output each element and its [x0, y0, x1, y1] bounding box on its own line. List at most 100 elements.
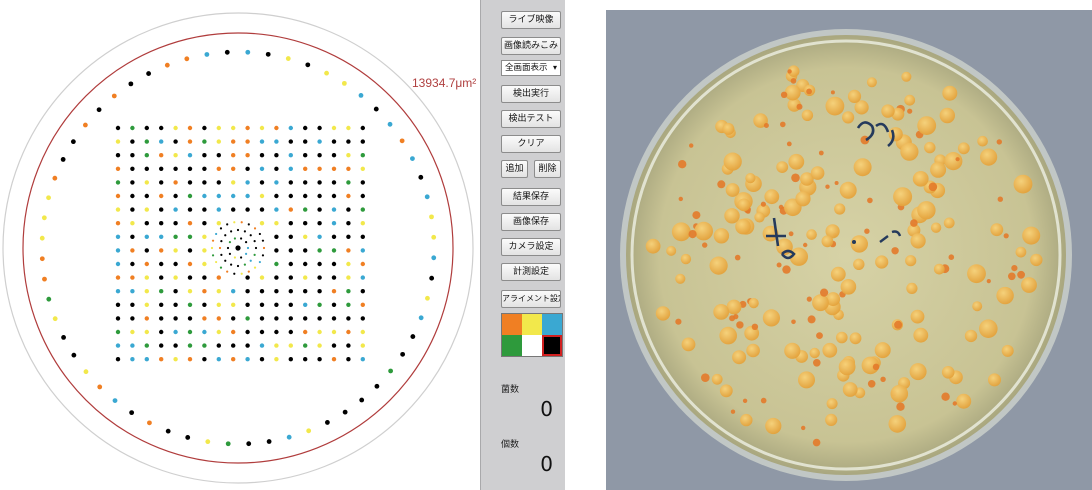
display-mode-value: 全画面表示	[505, 63, 548, 73]
outer-dish-circle	[2, 12, 474, 484]
detection-dot	[187, 343, 193, 348]
detection-dot	[173, 125, 178, 131]
detection-dot	[226, 270, 229, 273]
detection-dot	[187, 316, 193, 321]
detection-dot	[173, 234, 178, 239]
colony	[788, 153, 805, 170]
colony	[803, 242, 808, 248]
colony	[1017, 270, 1025, 279]
detection-dot	[374, 383, 380, 389]
live-video-button[interactable]: ライブ映像	[501, 11, 561, 29]
detection-dot	[317, 261, 322, 267]
detection-dot	[187, 329, 193, 335]
detection-dot	[303, 329, 308, 335]
detection-dot	[259, 193, 265, 199]
detection-dot	[144, 234, 149, 239]
detection-dot	[317, 289, 322, 294]
detection-dot	[215, 232, 218, 236]
detection-dot	[173, 357, 178, 362]
detection-dot	[39, 256, 45, 262]
detection-dot	[259, 357, 265, 362]
save-results-button[interactable]: 結果保存	[501, 188, 561, 206]
colony	[890, 384, 909, 403]
detection-dot	[331, 357, 337, 362]
detection-dot	[360, 193, 365, 199]
detection-dot	[147, 420, 152, 426]
detection-dot	[187, 289, 193, 294]
detection-dot	[115, 234, 121, 239]
detection-dot	[130, 221, 135, 226]
camera-settings-button[interactable]: カメラ設定	[501, 238, 561, 256]
color-swatch[interactable]	[542, 314, 562, 335]
colony	[784, 84, 801, 101]
color-swatch[interactable]	[522, 335, 542, 356]
colony	[796, 103, 803, 110]
detection-dot	[341, 80, 347, 86]
detection-dot	[239, 237, 243, 240]
colony	[891, 247, 899, 255]
detection-dot	[216, 302, 221, 307]
colony	[717, 180, 726, 189]
detection-dot	[245, 275, 250, 280]
detection-dot	[187, 139, 193, 144]
detection-dot	[144, 207, 149, 212]
colony	[826, 292, 841, 307]
detection-dot	[231, 329, 236, 335]
detection-dot	[211, 254, 215, 257]
detection-dot	[239, 256, 243, 259]
colony	[838, 358, 856, 376]
detect-test-button[interactable]: 検出テスト	[501, 110, 561, 128]
detection-dot	[159, 357, 164, 362]
save-image-button[interactable]: 画像保存	[501, 213, 561, 231]
display-mode-select[interactable]: 全画面表示 ▾	[501, 60, 561, 76]
alignment-settings-button[interactable]: アライメント設定	[501, 290, 561, 308]
colony	[900, 142, 919, 161]
detection-dot	[324, 420, 330, 425]
colony	[847, 89, 862, 103]
detect-run-button[interactable]: 検出実行	[501, 85, 561, 103]
detection-dot	[418, 315, 424, 321]
detection-dot	[159, 289, 164, 294]
detection-dot	[285, 56, 291, 61]
colony	[689, 143, 694, 148]
colony	[702, 242, 708, 248]
color-swatch[interactable]	[502, 335, 522, 356]
handwritten-marking	[856, 121, 895, 148]
detection-dot	[173, 180, 178, 185]
colony	[888, 127, 903, 142]
detection-dot	[259, 180, 265, 185]
detection-dot	[202, 302, 207, 307]
measure-settings-button[interactable]: 計測設定	[501, 263, 561, 281]
add-button[interactable]: 追加	[501, 160, 528, 178]
detection-dot	[274, 343, 279, 348]
detection-dot	[274, 166, 279, 171]
color-swatch[interactable]	[522, 314, 542, 335]
color-swatch[interactable]	[542, 335, 562, 356]
colony	[957, 142, 970, 155]
detection-dot	[274, 207, 279, 212]
detection-dot	[274, 125, 279, 131]
color-swatch[interactable]	[502, 314, 522, 335]
detection-dot	[331, 316, 337, 321]
colony	[939, 107, 955, 124]
delete-button[interactable]: 削除	[534, 160, 561, 178]
colony	[807, 315, 816, 324]
detection-dot	[331, 166, 337, 171]
detection-dot	[228, 252, 232, 255]
detection-dot	[360, 139, 365, 144]
handwritten-marking-2	[766, 217, 796, 260]
colony	[880, 376, 886, 382]
colony	[692, 211, 701, 220]
detection-dot	[317, 248, 322, 253]
petri-dish-photo	[606, 10, 1092, 490]
detection-dot	[288, 289, 293, 294]
detection-dot	[187, 180, 193, 185]
detection-dot	[159, 125, 164, 131]
detection-dot	[115, 289, 121, 294]
colony	[853, 158, 872, 177]
load-image-button[interactable]: 画像読みこみ	[501, 37, 561, 55]
colony	[874, 342, 891, 359]
detection-dot	[244, 252, 248, 255]
clear-button[interactable]: クリア	[501, 135, 561, 153]
colony	[722, 122, 735, 135]
